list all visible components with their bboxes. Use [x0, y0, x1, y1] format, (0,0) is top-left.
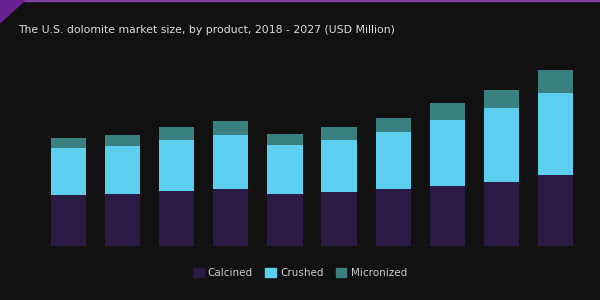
Bar	[51, 148, 86, 195]
Text: The U.S. dolomite market size, by product, 2018 - 2027 (USD Million): The U.S. dolomite market size, by produc…	[18, 25, 395, 35]
Bar	[484, 90, 519, 108]
Bar	[105, 194, 140, 246]
Bar	[213, 135, 248, 189]
Bar	[268, 194, 302, 246]
Bar	[51, 195, 86, 246]
Bar	[484, 108, 519, 182]
Bar	[376, 118, 411, 132]
Bar	[430, 119, 465, 185]
Bar	[159, 127, 194, 140]
Bar	[322, 140, 356, 192]
Bar	[376, 132, 411, 189]
Bar	[538, 92, 573, 175]
Bar	[322, 128, 356, 140]
Bar	[322, 192, 356, 246]
Bar	[213, 122, 248, 135]
Bar	[538, 70, 573, 92]
Polygon shape	[0, 0, 24, 22]
Bar	[430, 185, 465, 246]
Bar	[268, 134, 302, 145]
Bar	[268, 145, 302, 194]
Bar	[213, 189, 248, 246]
Bar	[159, 140, 194, 191]
Bar	[51, 138, 86, 148]
Bar	[105, 146, 140, 194]
Bar	[430, 103, 465, 119]
Bar	[484, 182, 519, 246]
Bar	[376, 189, 411, 246]
Bar	[105, 135, 140, 146]
Bar	[538, 175, 573, 246]
Bar	[159, 191, 194, 246]
Legend: Calcined, Crushed, Micronized: Calcined, Crushed, Micronized	[189, 264, 411, 282]
